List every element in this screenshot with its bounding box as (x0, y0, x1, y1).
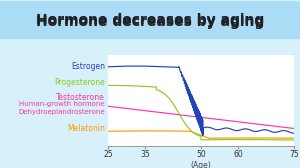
X-axis label: (Age): (Age) (190, 161, 212, 168)
Text: Hormone decreases by aging: Hormone decreases by aging (36, 15, 264, 29)
Text: Dehydroepiandrosterone: Dehydroepiandrosterone (18, 109, 105, 115)
Text: Hormone decreases by aging: Hormone decreases by aging (36, 13, 264, 27)
Text: Testosterone: Testosterone (56, 93, 105, 102)
FancyBboxPatch shape (0, 1, 300, 39)
Text: Melatonin: Melatonin (67, 123, 105, 133)
Text: Human-growth hormone: Human-growth hormone (20, 101, 105, 107)
Text: Estrogen: Estrogen (71, 62, 105, 71)
Text: Progesterone: Progesterone (54, 78, 105, 87)
